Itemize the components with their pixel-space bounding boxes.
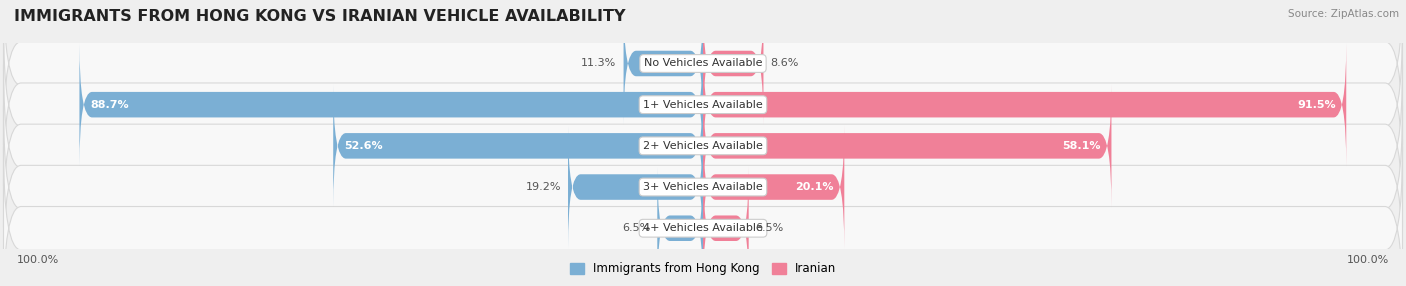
Text: IMMIGRANTS FROM HONG KONG VS IRANIAN VEHICLE AVAILABILITY: IMMIGRANTS FROM HONG KONG VS IRANIAN VEH… [14,9,626,23]
FancyBboxPatch shape [703,2,763,125]
FancyBboxPatch shape [3,65,1403,227]
Text: 100.0%: 100.0% [17,255,59,265]
Text: 2+ Vehicles Available: 2+ Vehicles Available [643,141,763,151]
Text: 3+ Vehicles Available: 3+ Vehicles Available [643,182,763,192]
FancyBboxPatch shape [3,106,1403,268]
FancyBboxPatch shape [79,43,703,166]
Text: 6.5%: 6.5% [621,223,650,233]
FancyBboxPatch shape [3,23,1403,186]
Text: 1+ Vehicles Available: 1+ Vehicles Available [643,100,763,110]
FancyBboxPatch shape [703,43,1347,166]
Text: 8.6%: 8.6% [770,59,799,68]
FancyBboxPatch shape [333,84,703,207]
FancyBboxPatch shape [657,167,703,286]
FancyBboxPatch shape [703,84,1111,207]
Text: No Vehicles Available: No Vehicles Available [644,59,762,68]
Text: 6.5%: 6.5% [756,223,785,233]
Legend: Immigrants from Hong Kong, Iranian: Immigrants from Hong Kong, Iranian [565,258,841,280]
Text: 100.0%: 100.0% [1347,255,1389,265]
FancyBboxPatch shape [703,167,749,286]
FancyBboxPatch shape [3,0,1403,145]
Text: 11.3%: 11.3% [581,59,616,68]
Text: 58.1%: 58.1% [1063,141,1101,151]
Text: 19.2%: 19.2% [526,182,561,192]
Text: 52.6%: 52.6% [343,141,382,151]
FancyBboxPatch shape [703,126,844,249]
Text: 91.5%: 91.5% [1298,100,1336,110]
Text: 88.7%: 88.7% [90,100,128,110]
Text: 20.1%: 20.1% [796,182,834,192]
FancyBboxPatch shape [3,147,1403,286]
FancyBboxPatch shape [568,126,703,249]
FancyBboxPatch shape [624,2,703,125]
Text: 4+ Vehicles Available: 4+ Vehicles Available [643,223,763,233]
Text: Source: ZipAtlas.com: Source: ZipAtlas.com [1288,9,1399,19]
